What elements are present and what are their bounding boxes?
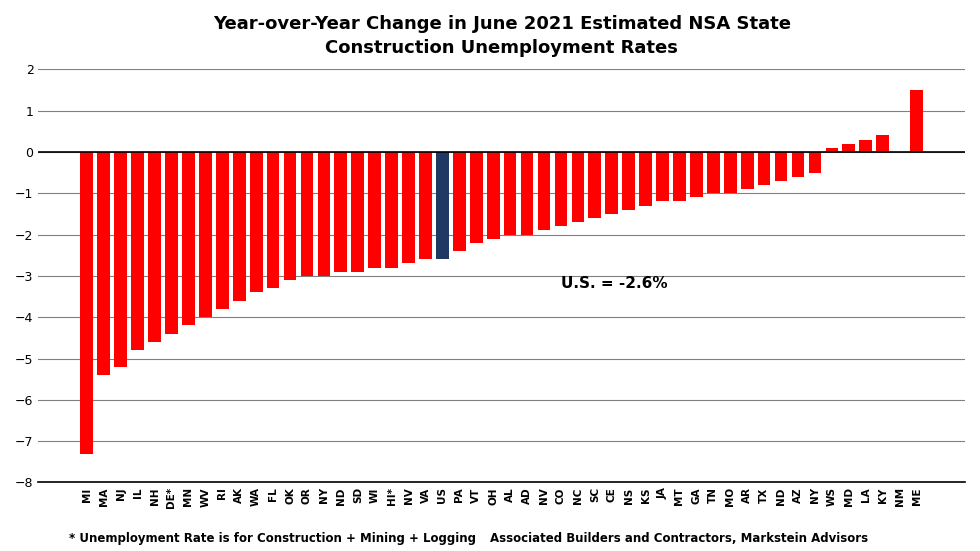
Bar — [131, 152, 144, 350]
Bar — [385, 152, 398, 268]
Bar — [876, 136, 889, 152]
Bar — [453, 152, 466, 251]
Bar — [301, 152, 314, 276]
Bar — [555, 152, 567, 226]
Bar — [690, 152, 703, 197]
Bar — [80, 152, 93, 453]
Bar — [233, 152, 246, 301]
Bar — [368, 152, 381, 268]
Bar — [859, 139, 872, 152]
Bar — [808, 152, 821, 172]
Bar — [843, 144, 856, 152]
Bar — [588, 152, 601, 218]
Bar — [352, 152, 365, 272]
Bar — [707, 152, 719, 193]
Bar — [520, 152, 533, 235]
Bar — [115, 152, 127, 367]
Bar — [182, 152, 195, 326]
Bar — [622, 152, 635, 210]
Bar — [724, 152, 737, 193]
Bar — [402, 152, 415, 263]
Text: Associated Builders and Contractors, Markstein Advisors: Associated Builders and Contractors, Mar… — [490, 532, 868, 545]
Bar — [148, 152, 161, 342]
Bar — [419, 152, 432, 260]
Bar — [97, 152, 110, 375]
Bar — [436, 152, 449, 260]
Bar — [504, 152, 516, 235]
Bar — [250, 152, 263, 293]
Bar — [910, 90, 923, 152]
Bar — [606, 152, 618, 214]
Bar — [571, 152, 584, 222]
Bar — [538, 152, 551, 230]
Bar — [470, 152, 482, 243]
Bar — [199, 152, 212, 317]
Bar — [283, 152, 296, 280]
Text: U.S. = -2.6%: U.S. = -2.6% — [561, 276, 667, 291]
Title: Year-over-Year Change in June 2021 Estimated NSA State
Construction Unemployment: Year-over-Year Change in June 2021 Estim… — [213, 15, 791, 57]
Bar — [741, 152, 754, 189]
Bar — [318, 152, 330, 276]
Bar — [673, 152, 686, 202]
Bar — [334, 152, 347, 272]
Bar — [825, 148, 838, 152]
Text: * Unemployment Rate is for Construction + Mining + Logging: * Unemployment Rate is for Construction … — [69, 532, 475, 545]
Bar — [758, 152, 770, 185]
Bar — [775, 152, 787, 181]
Bar — [639, 152, 652, 206]
Bar — [216, 152, 228, 309]
Bar — [792, 152, 805, 177]
Bar — [166, 152, 177, 334]
Bar — [267, 152, 279, 288]
Bar — [657, 152, 669, 202]
Bar — [487, 152, 500, 239]
